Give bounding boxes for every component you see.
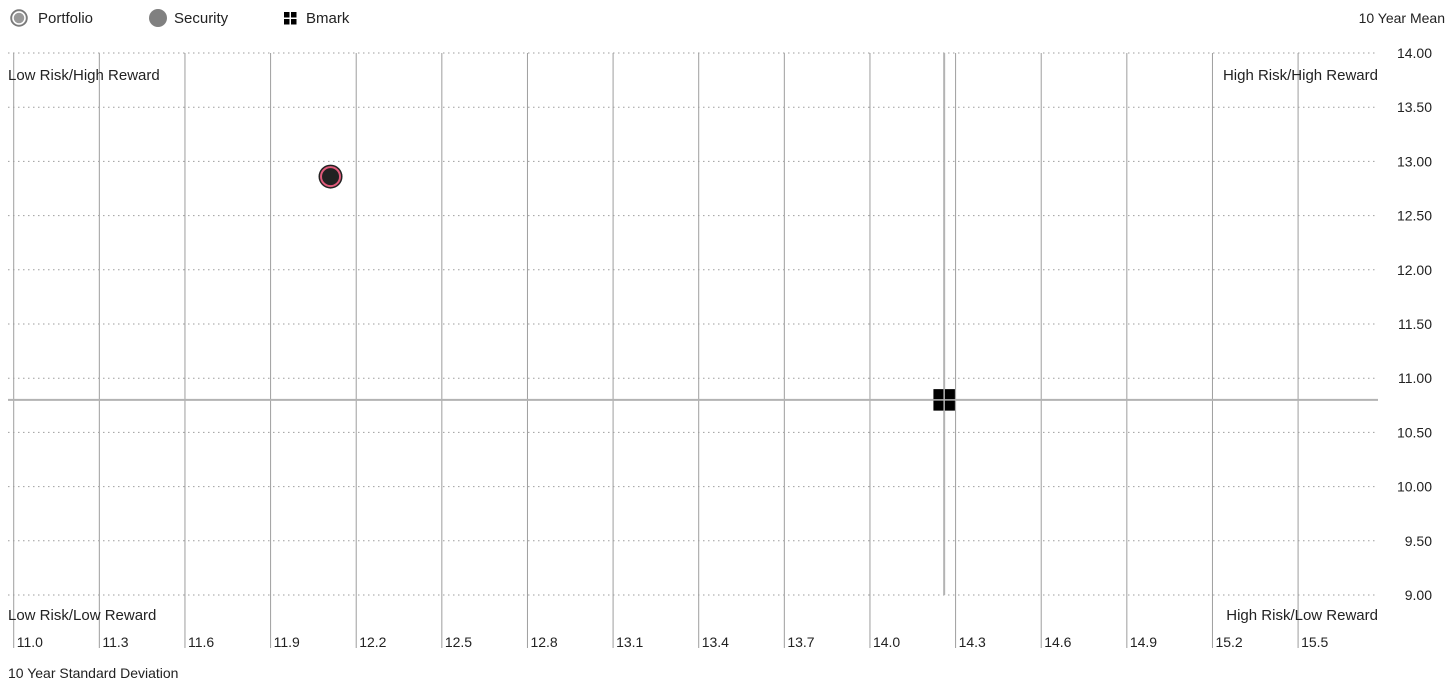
- quadrant-label-bottom-left: Low Risk/Low Reward: [8, 607, 156, 624]
- security-marker-icon: [149, 9, 167, 27]
- legend-bmark-label: Bmark: [306, 10, 350, 27]
- x-tick-label: 12.5: [445, 634, 472, 650]
- x-tick-label: 12.8: [530, 634, 557, 650]
- y-axis-title: 10 Year Mean: [1359, 10, 1445, 26]
- x-axis-title: 10 Year Standard Deviation: [8, 665, 178, 681]
- data-points: [318, 164, 955, 411]
- legend-portfolio-label: Portfolio: [38, 10, 93, 27]
- x-tick-label: 14.6: [1044, 634, 1071, 650]
- x-tick-label: 11.9: [274, 634, 300, 650]
- x-tick-label: 13.1: [616, 634, 643, 650]
- crosshair: [8, 53, 1378, 595]
- x-tick-label: 15.2: [1215, 634, 1242, 650]
- grid: [8, 52, 1378, 648]
- x-tick-label: 11.3: [102, 634, 128, 650]
- legend-item-portfolio[interactable]: Portfolio: [10, 9, 93, 27]
- x-tick-label: 13.4: [702, 634, 729, 650]
- x-tick-label: 11.0: [17, 634, 43, 650]
- y-tick-label: 13.50: [1397, 99, 1432, 115]
- bmark-marker-icon: [284, 12, 297, 25]
- quadrant-label-top-right: High Risk/High Reward: [1223, 67, 1378, 84]
- y-axis-ticks: 14.00 13.50 13.00 12.50 12.00 11.50 11.00 10.50…: [1397, 45, 1432, 603]
- y-tick-label: 9.50: [1405, 533, 1432, 549]
- x-tick-label: 14.9: [1130, 634, 1157, 650]
- x-tick-label: 14.3: [959, 634, 986, 650]
- quadrant-label-bottom-right: High Risk/Low Reward: [1226, 607, 1378, 624]
- y-tick-label: 13.00: [1397, 153, 1432, 169]
- y-tick-label: 10.50: [1397, 424, 1432, 440]
- x-axis-ticks: 11.0 11.3 11.6 11.9 12.2 12.5 12.8 13.1 13.4 13.7…: [17, 634, 1329, 650]
- portfolio-point[interactable]: [318, 164, 343, 189]
- y-tick-label: 12.50: [1397, 208, 1432, 224]
- y-tick-label: 12.00: [1397, 262, 1432, 278]
- y-tick-label: 14.00: [1397, 45, 1432, 61]
- x-tick-label: 11.6: [188, 634, 214, 650]
- x-tick-label: 13.7: [787, 634, 814, 650]
- y-tick-label: 11.50: [1398, 316, 1432, 332]
- x-tick-label: 15.5: [1301, 634, 1328, 650]
- y-tick-label: 9.00: [1405, 587, 1432, 603]
- quadrant-label-top-left: Low Risk/High Reward: [8, 67, 160, 84]
- legend-security-label: Security: [174, 10, 229, 27]
- legend: Portfolio Security Bmark: [10, 9, 350, 27]
- y-tick-label: 11.00: [1398, 370, 1432, 386]
- y-tick-label: 10.00: [1397, 479, 1432, 495]
- legend-item-security[interactable]: Security: [149, 9, 229, 27]
- legend-item-bmark[interactable]: Bmark: [284, 10, 350, 27]
- bmark-point[interactable]: [933, 389, 955, 411]
- x-tick-label: 12.2: [359, 634, 386, 650]
- x-tick-label: 14.0: [873, 634, 900, 650]
